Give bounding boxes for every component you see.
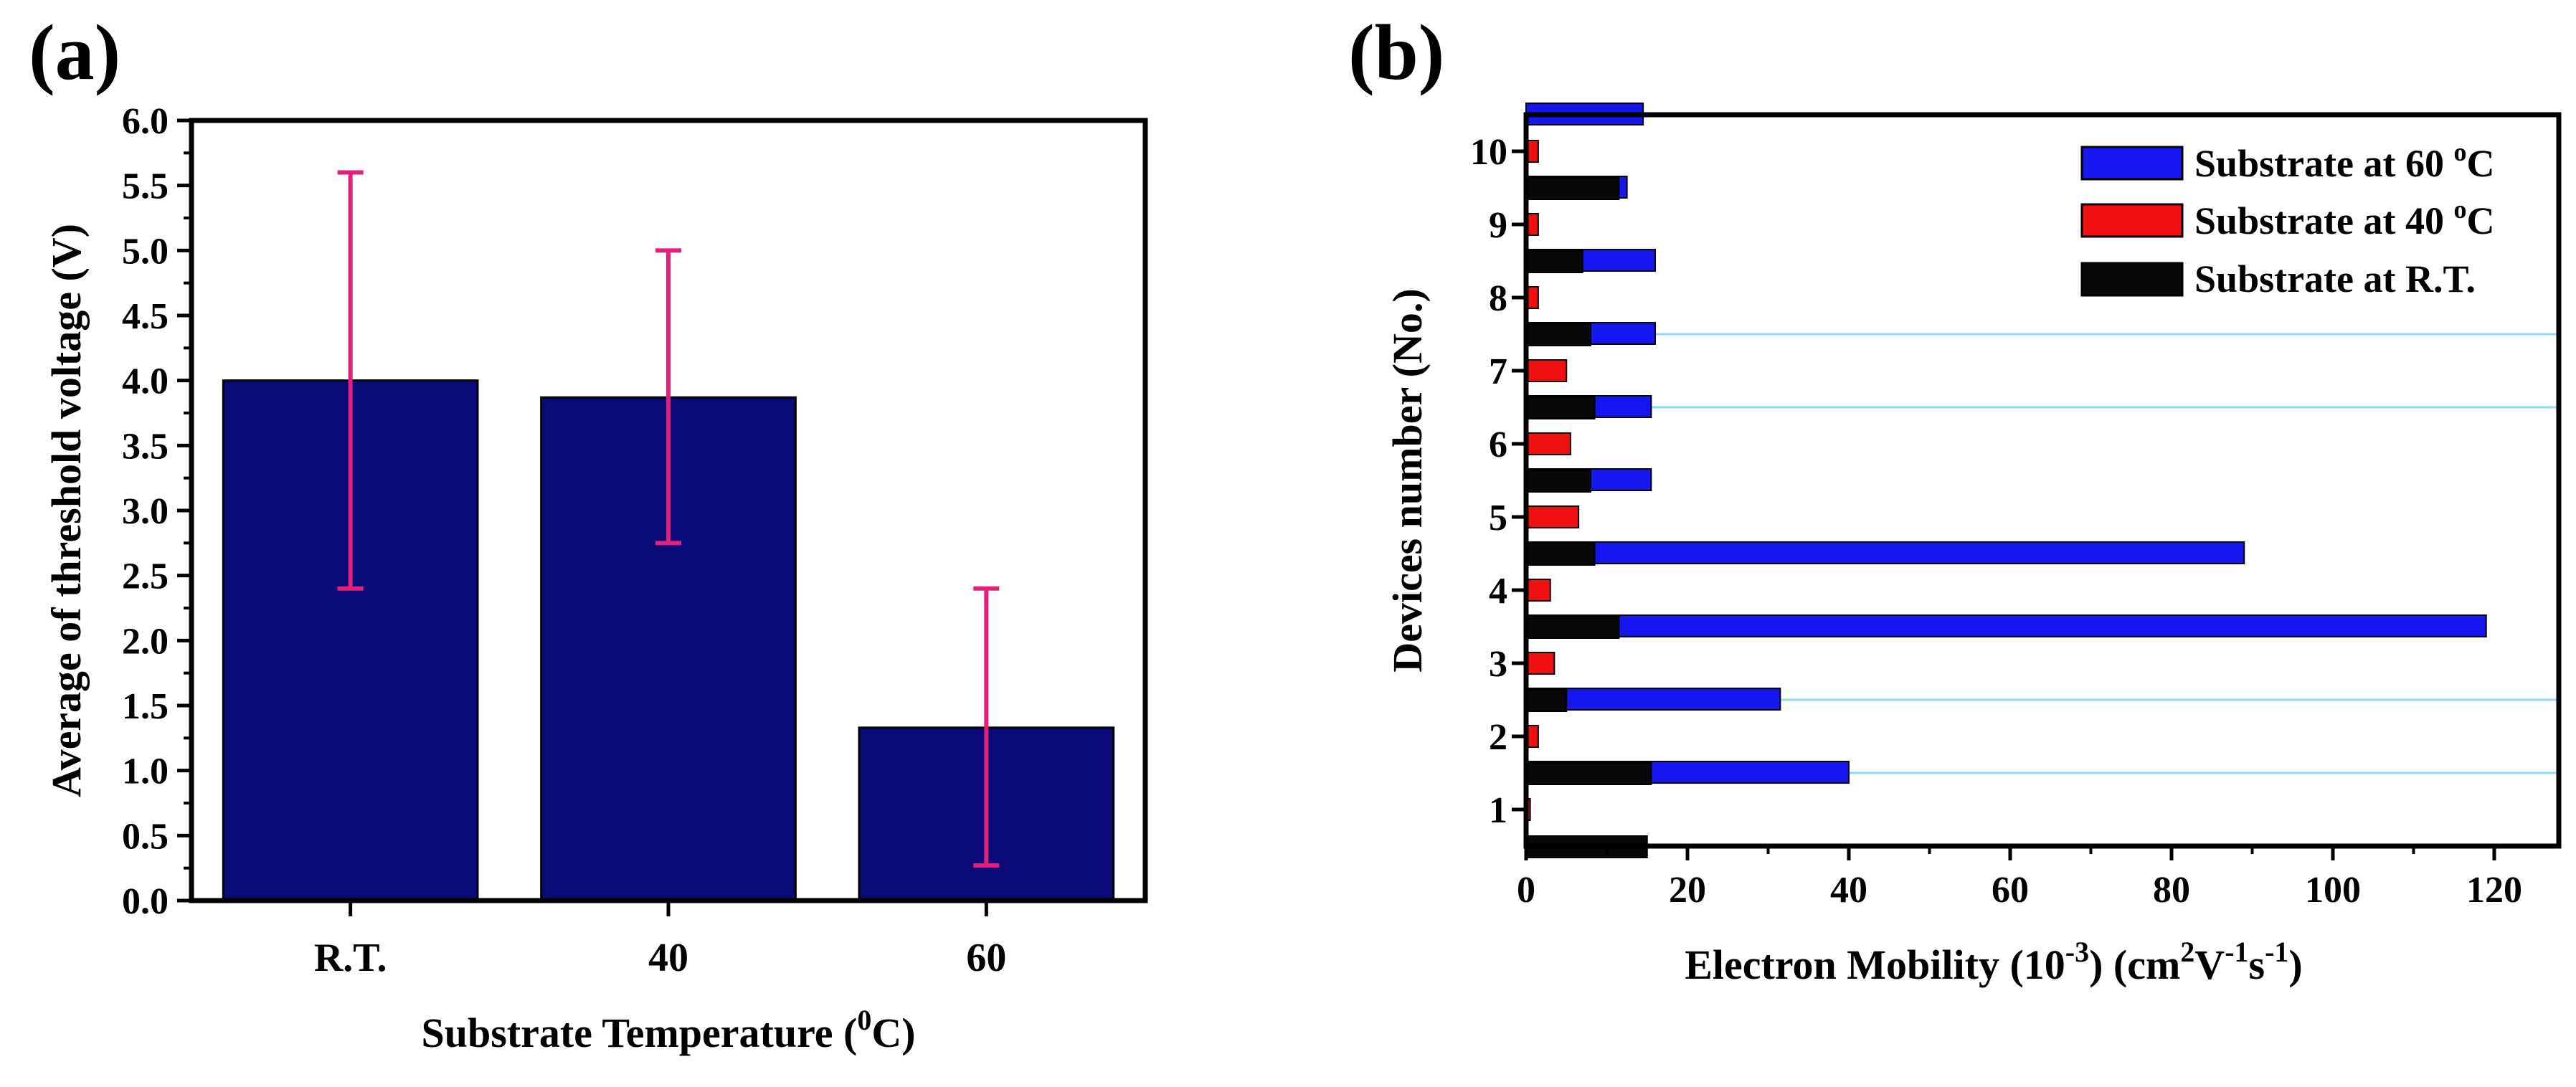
chart-b-bar-device-6-series-1 <box>1525 432 1571 455</box>
chart-a-y-tick-label: 3.0 <box>122 491 169 532</box>
chart-b-bar-device-3-series-2 <box>1525 689 1568 712</box>
chart-b-y-tick-label: 8 <box>1489 278 1507 319</box>
chart-b-bar-device-7-series-1 <box>1525 359 1568 382</box>
chart-b-bar-device-5-series-1 <box>1525 505 1580 528</box>
legend-swatch-rt <box>2080 262 2184 297</box>
chart-a-x-tick-label: 40 <box>648 936 688 980</box>
chart-b-x-ticks: 0 20 40 60 80 100 120 <box>1517 846 2522 911</box>
chart-a-y-tick-label: 0.5 <box>122 816 169 857</box>
chart-b-bar-device-7-series-2 <box>1525 397 1596 419</box>
chart-b-bar-device-4-series-2 <box>1525 616 1620 639</box>
chart-b-x-tick-label: 120 <box>2466 870 2522 911</box>
panel-a-label: (a) <box>29 9 120 96</box>
chart-b-bar-device-10-series-2 <box>1525 177 1620 200</box>
chart-a-y-tick-label: 1.0 <box>122 751 169 792</box>
chart-a: 0.00.51.01.52.02.53.03.54.04.55.05.56.0 … <box>43 101 1148 1056</box>
chart-b-bar-device-4-series-1 <box>1525 579 1551 602</box>
chart-a-y-tick-label: 0.0 <box>122 881 169 922</box>
chart-a-y-tick-label: 4.5 <box>122 296 169 337</box>
chart-a-y-tick-label: 6.0 <box>122 101 169 142</box>
chart-b-y-tick-label: 2 <box>1489 717 1507 758</box>
chart-b-y-tick-label: 3 <box>1489 644 1507 685</box>
chart-b-x-tick-label: 80 <box>2153 870 2190 911</box>
panel-b-label: (b) <box>1348 9 1444 96</box>
chart-b-bars <box>1525 103 2487 858</box>
chart-a-x-tick-label: 60 <box>966 936 1006 980</box>
chart-b-bar-device-6-series-2 <box>1525 470 1591 493</box>
chart-a-x-tick-label: R.T. <box>314 936 387 980</box>
chart-b-x-tick-label: 60 <box>1992 870 2029 911</box>
chart-b-bar-device-3-series-1 <box>1525 652 1555 675</box>
chart-b-bar-device-8-series-2 <box>1525 323 1591 346</box>
legend-label-40c: Substrate at 40 oC <box>2194 195 2495 242</box>
chart-b-x-tick-label: 40 <box>1830 870 1867 911</box>
legend-label-60c: Substrate at 60 oC <box>2194 138 2495 185</box>
chart-a-y-tick-label: 2.5 <box>122 556 169 597</box>
chart-a-y-tick-label: 3.5 <box>122 426 169 467</box>
chart-a-y-ticks: 0.0 0.5 1.0 1.5 2.0 2.5 3.0 3.5 4.0 4.5 5.0 5.5 6.0 <box>122 101 191 922</box>
chart-b-bar-device-2-series-2 <box>1525 762 1652 785</box>
chart-b-y-tick-label: 6 <box>1489 424 1507 465</box>
chart-a-y-tick-label: 5.5 <box>122 166 169 207</box>
chart-a-y-axis-label: Average of threshold voltage (V) <box>43 224 90 797</box>
chart-a-y-tick-label: 2.0 <box>122 621 169 662</box>
chart-b-bar-device-9-series-2 <box>1525 250 1583 273</box>
chart-b-y-ticks: 1 2 3 4 5 6 7 8 9 10 <box>1470 132 1526 831</box>
chart-a-x-ticks: R.T. 40 60 <box>314 901 1006 980</box>
chart-b-bar-device-5-series-2 <box>1525 543 1596 566</box>
chart-a-y-tick-label: 1.5 <box>122 686 169 727</box>
legend-swatch-40c <box>2080 203 2184 238</box>
legend-swatch-60c <box>2080 146 2184 181</box>
chart-b-y-tick-label: 7 <box>1489 351 1507 392</box>
chart-b-x-tick-label: 20 <box>1669 870 1706 911</box>
legend-label-rt: Substrate at R.T. <box>2194 257 2476 300</box>
chart-a-x-axis-label: Substrate Temperature (0C) <box>421 1004 915 1056</box>
chart-b-x-axis-label: Electron Mobility (10-3) (cm2V-1s-1) <box>1685 936 2303 988</box>
chart-b-x-tick-label: 0 <box>1517 870 1535 911</box>
chart-b-y-axis-label: Devices number (No.) <box>1384 288 1431 672</box>
chart-a-y-tick-label: 4.0 <box>122 361 169 402</box>
chart-a-error-bars <box>337 170 1000 868</box>
chart-b-y-tick-label: 10 <box>1470 132 1507 173</box>
chart-b-bar-device-3-series-0 <box>1525 614 2487 637</box>
chart-b-y-tick-label: 4 <box>1489 571 1507 612</box>
chart-b-y-tick-label: 1 <box>1489 790 1507 831</box>
chart-b-y-tick-label: 5 <box>1489 498 1507 538</box>
chart-b: 0 20 40 60 80 100 120 1 2 3 4 5 6 7 8 9 10 Devices numb… <box>1384 103 2562 988</box>
chart-b-legend: Substrate at 60 oC Substrate at 40 oC Su… <box>2080 138 2495 300</box>
chart-b-y-tick-label: 9 <box>1489 205 1507 246</box>
chart-a-y-tick-label: 5.0 <box>122 231 169 272</box>
chart-b-plot-frame <box>1523 112 2562 849</box>
chart-b-x-tick-label: 100 <box>2305 870 2361 911</box>
chart-b-bar-device-4-series-0 <box>1525 541 2245 564</box>
